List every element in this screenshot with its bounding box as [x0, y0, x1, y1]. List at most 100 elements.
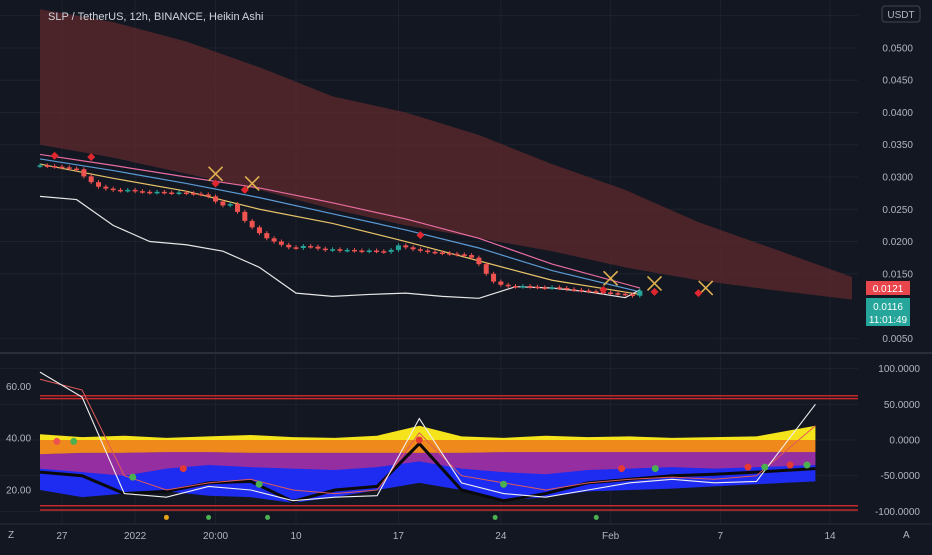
osc-left-tick-label: 40.00 [6, 434, 31, 445]
diamond-marker [599, 285, 608, 294]
candle-body [293, 247, 299, 249]
candle-body [512, 286, 518, 288]
candle-body [454, 253, 460, 256]
candle-body [630, 294, 636, 296]
bottom-signal-dot [593, 514, 599, 520]
price-tag-last: 0.0121 [866, 281, 910, 295]
auto-scale-icon[interactable]: A [903, 530, 910, 541]
candle-body [59, 166, 65, 169]
osc-red-line [39, 378, 816, 495]
osc-white-line [39, 371, 816, 502]
candle-body [227, 204, 233, 206]
candle-body [359, 250, 365, 253]
signal-dot [255, 480, 263, 488]
y-tick-label: 0.0200 [882, 237, 913, 248]
candle-body [66, 167, 72, 169]
candle-body [491, 273, 497, 282]
signal-dot [744, 463, 752, 471]
x-tick-label: 7 [718, 531, 724, 542]
diamond-marker [650, 287, 659, 296]
price-tag-countdown: 11:01:49 [869, 315, 908, 326]
candle-body [534, 286, 540, 289]
bottom-signal-dot [492, 514, 498, 520]
signal-dot [651, 465, 659, 473]
candle-body [147, 191, 153, 194]
candle-body [322, 248, 328, 251]
candle-body [381, 251, 387, 253]
candle-body [483, 264, 489, 274]
cross-marker [603, 270, 619, 286]
candle-body [110, 188, 116, 191]
candle-body [425, 250, 431, 253]
candle-body [578, 289, 584, 292]
candle-body [96, 182, 102, 187]
x-tick-label: 27 [56, 531, 68, 542]
time-axis[interactable]: 27 2022 20:00 10 17 24 Feb 7 14 [0, 523, 932, 542]
cross-marker [646, 275, 663, 292]
x-tick-label: 17 [393, 531, 405, 542]
candle-body [615, 293, 621, 295]
candle-body [637, 290, 643, 296]
bottom-signal-dot [265, 514, 271, 520]
signal-dot [70, 437, 78, 445]
y-tick-label: 0.0050 [882, 334, 913, 345]
candle-body [388, 249, 394, 252]
y-tick-label: 0.0250 [882, 205, 913, 216]
candle-body [256, 227, 262, 234]
unit-button[interactable] [881, 5, 921, 23]
candle-body [191, 193, 197, 195]
chart-title: SLP / TetherUS, 12h, BINANCE, Heikin Ash… [48, 11, 263, 23]
candle-body [37, 165, 43, 167]
candle-body [527, 286, 533, 288]
osc-y-tick-label: 0.0000 [889, 436, 920, 447]
candle-body [52, 166, 58, 168]
oscillator-pane[interactable]: 100.0000 50.0000 0.0000 -50.0000 -100.0000 60… [0, 364, 920, 520]
candle-body [520, 286, 526, 288]
candle-body [556, 287, 562, 289]
osc-y-tick-label: 50.0000 [884, 400, 921, 411]
candle-body [395, 245, 401, 250]
candle-body [44, 165, 50, 167]
unit-button-label[interactable]: USDT [887, 10, 914, 21]
y-tick-label: 0.0450 [882, 76, 913, 87]
cross-marker [244, 175, 260, 192]
candle-body [469, 255, 475, 258]
candle-body [103, 186, 109, 189]
candle-body [183, 192, 189, 194]
candle-body [315, 246, 321, 249]
osc-left-tick-label: 60.00 [6, 382, 31, 393]
candle-body [139, 191, 145, 193]
price-pane[interactable]: 0.05500.05000.04500.04000.03500.03000.02… [0, 0, 913, 524]
signal-dot [53, 437, 61, 445]
candle-body [242, 211, 248, 221]
diamond-marker [50, 151, 59, 160]
candle-body [476, 257, 482, 265]
candle-body [308, 246, 314, 248]
candle-body [410, 247, 416, 250]
magenta-band [40, 452, 816, 476]
candle-body [125, 189, 131, 192]
candle-body [337, 249, 343, 251]
candle-body [330, 249, 336, 251]
candle-body [286, 244, 292, 248]
candle-body [117, 189, 123, 192]
osc-left-tick-label: 20.00 [6, 486, 31, 497]
osc-y-tick-label: -50.0000 [881, 471, 921, 482]
candle-body [344, 249, 350, 252]
candle-body [403, 245, 409, 248]
x-tick-label: 24 [495, 531, 507, 542]
candle-body [198, 193, 204, 196]
diamond-marker [87, 152, 96, 161]
signal-dot [179, 465, 187, 473]
x-tick-label: 14 [824, 531, 836, 542]
candle-body [608, 292, 614, 295]
zoom-icon[interactable]: Z [8, 530, 14, 541]
candle-body [154, 191, 160, 194]
y-tick-label: 0.0500 [882, 43, 913, 54]
bottom-signal-dot [206, 514, 212, 520]
yellow-band [40, 425, 816, 440]
candle-body [88, 176, 94, 183]
candle-body [352, 249, 358, 252]
